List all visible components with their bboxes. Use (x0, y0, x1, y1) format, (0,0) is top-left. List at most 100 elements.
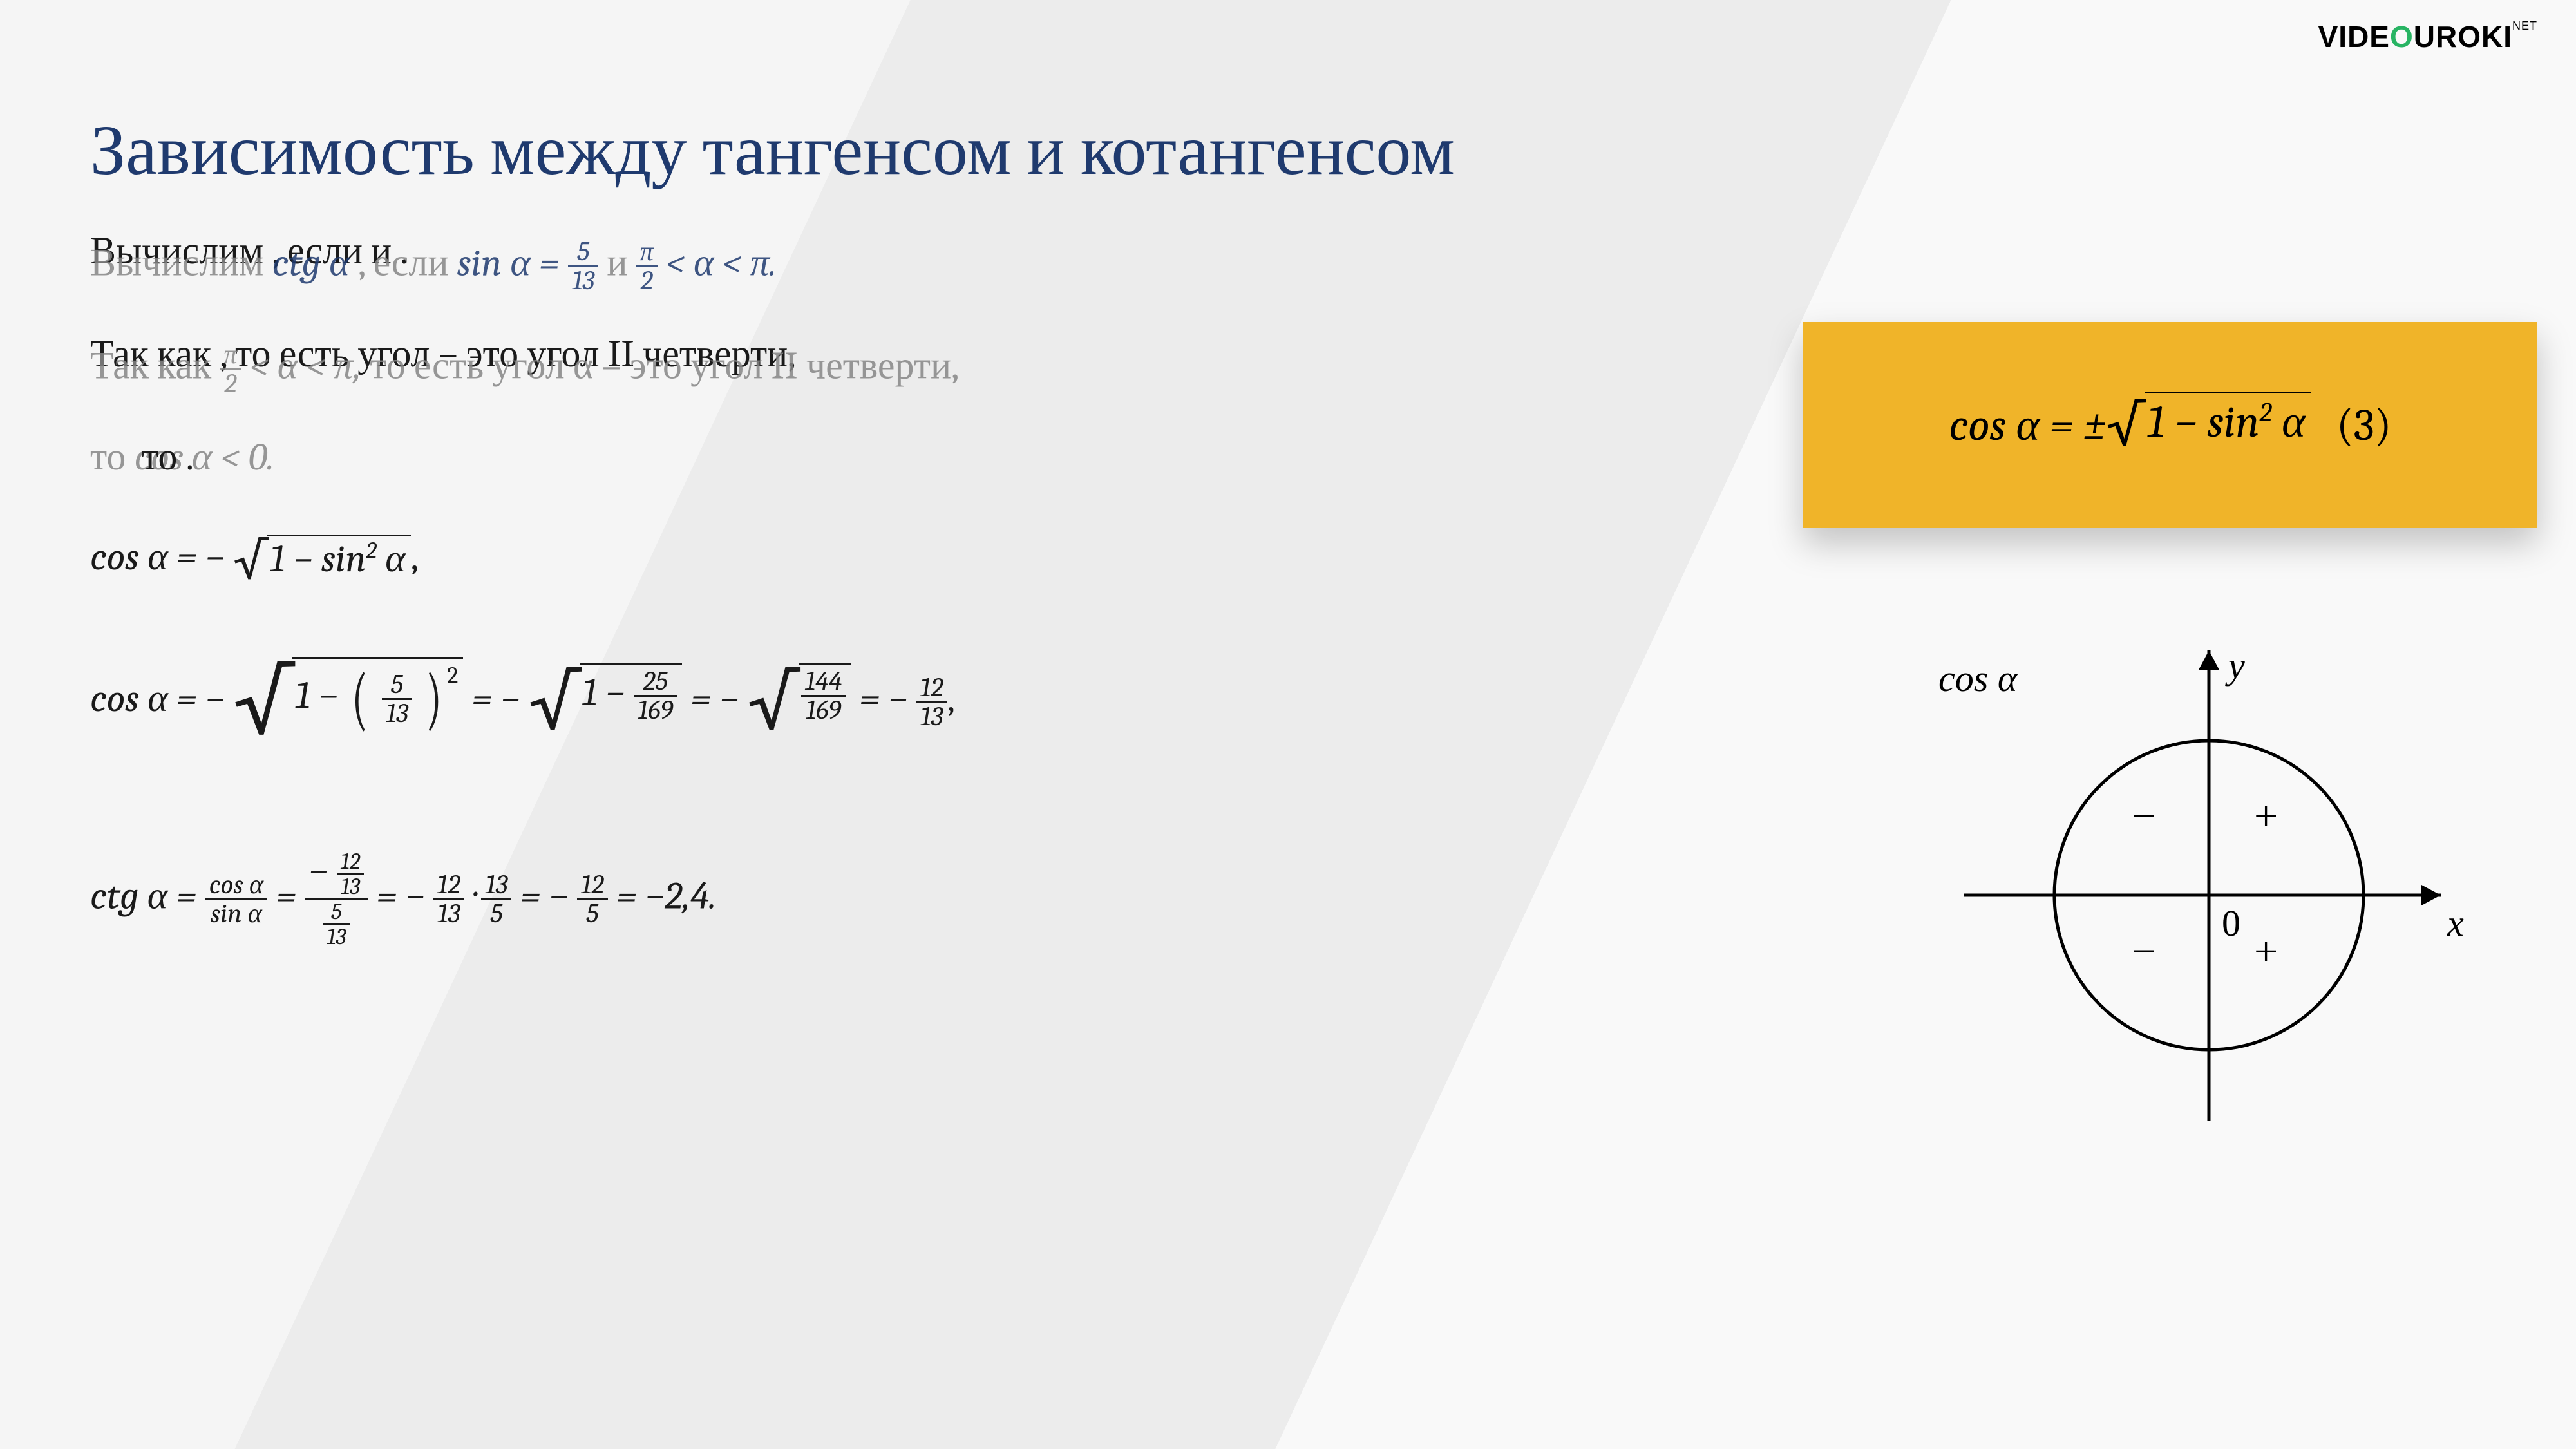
l1-frac513: 5 13 (568, 238, 598, 294)
l3a: то (90, 435, 135, 479)
l5-eq2: = − (690, 676, 739, 721)
sqrt-icon: √ (529, 663, 580, 741)
sqrt-icon: √ (233, 657, 292, 747)
l1-and: и (607, 241, 636, 285)
c-rad: 1 − sin (2147, 396, 2260, 448)
l5-rad3: 144 169 (799, 663, 851, 741)
l5-fr1: 5 13 (382, 671, 412, 727)
line3-front: то . (142, 438, 194, 477)
line5: cos α = − √ 1 − ( 5 13 )2 = − √ 1 − 25 1… (90, 657, 955, 747)
frac-d: 169 (801, 697, 846, 724)
l5-eq3: = − (859, 676, 916, 721)
callout-sqrt: √ 1 − sin2 α (2107, 392, 2311, 459)
l6-eq4: = −2,4. (616, 874, 716, 918)
l4-rad2: α (377, 536, 406, 581)
frac-n: 12 (916, 674, 947, 703)
logo-accent: O (2390, 20, 2414, 53)
diagram-svg (1938, 618, 2467, 1146)
frac-n: 144 (801, 668, 846, 697)
frac-d: 13 (568, 267, 598, 294)
q4-sign: + (2254, 927, 2278, 976)
sqrt-icon: √ (748, 663, 799, 741)
l6-fr5: 12 5 (577, 871, 608, 927)
frac-d: 169 (634, 697, 677, 724)
l6-lhs: ctg α = (90, 874, 205, 918)
l1-fracpi2: π 2 (636, 238, 658, 294)
l4-sqrt: √ 1 − sin2 α (233, 535, 410, 586)
l4-end: , (411, 535, 419, 579)
frac-n: 12 (433, 871, 464, 900)
frac-n: 5 (568, 238, 598, 267)
frac-n: 5 (382, 671, 412, 700)
x-arrow-icon (2421, 885, 2441, 905)
frac-d: 13 (337, 875, 365, 898)
line1-back: Вычислим ctg α , если sin α = 5 13 и π 2… (90, 238, 777, 294)
mini: 5 13 (323, 900, 350, 949)
l1a: Вычислим (90, 241, 272, 285)
l5-eq1: = − (472, 676, 520, 721)
l6-eq2: = − (377, 874, 433, 918)
y-label: y (2228, 644, 2245, 687)
l4-lhs: cos α = − (90, 535, 225, 579)
sqrt-icon: √ (233, 535, 267, 586)
sign: − (308, 849, 328, 893)
l1b: , если (358, 241, 457, 285)
callout-tag: (3) (2336, 399, 2392, 451)
frac-n: 12 (577, 871, 608, 900)
l5-sq: 2 (447, 662, 458, 688)
c-sup: 2 (2259, 397, 2271, 428)
l5a: 1 − (295, 673, 346, 717)
paren-r: ) (426, 664, 442, 734)
brand-logo: VIDEOUROKINET (2318, 19, 2537, 54)
l1-ctg: ctg α (272, 241, 349, 285)
frac-d: 13 (382, 700, 412, 727)
l2a: Так как (90, 344, 220, 388)
frac-n: 12 (337, 850, 365, 875)
l5-fr2: 25 169 (634, 668, 677, 724)
l5-end: , (947, 676, 955, 721)
frac-d: 2 (220, 370, 241, 397)
frac-d: 13 (433, 900, 464, 927)
frac-n: cos α (205, 871, 268, 900)
l5-fr3: 144 169 (801, 668, 846, 724)
logo-sup: NET (2512, 19, 2537, 32)
frac-n: 25 (634, 668, 677, 697)
l5-lhs: cos α = − (90, 676, 225, 721)
l2-fracpi2: π 2 (220, 341, 241, 397)
q1-sign: + (2254, 792, 2278, 841)
l2-ineq: < α < π, (250, 344, 361, 388)
l1-ineq: < α < π. (666, 241, 777, 285)
c-rad2: α (2272, 396, 2306, 448)
line6: ctg α = cos α sin α = − 12 13 5 13 = − 1… (90, 850, 716, 949)
l5-sqrt2: √ 1 − 25 169 (529, 663, 682, 741)
l4-radicand: 1 − sin2 α (267, 535, 411, 586)
callout-lhs: cos α = ± (1949, 399, 2107, 451)
sqrt-icon: √ (2107, 392, 2145, 459)
page-title: Зависимость между тангенсом и котангенсо… (90, 109, 1455, 192)
unit-circle-diagram: cos α y x 0 + − − + (1938, 618, 2467, 1146)
l2b: то есть угол α – это угол II четверти, (370, 344, 959, 388)
y-arrow-icon (2199, 650, 2219, 670)
frac-d: sin α (205, 900, 268, 927)
l5-fr4: 12 13 (916, 674, 947, 730)
l6-fr1: cos α sin α (205, 871, 268, 927)
l6-fr2-d: 5 13 (305, 900, 368, 949)
paren-l: ( (352, 664, 368, 734)
l1-sin: sin α = (457, 241, 560, 285)
l6-dot: · (473, 874, 481, 918)
line4: cos α = − √ 1 − sin2 α , (90, 535, 419, 586)
l5b: 1 − (582, 670, 634, 715)
l6-fr2: − 12 13 5 13 (305, 850, 368, 949)
line2-back: Так как π 2 < α < π, то есть угол α – эт… (90, 341, 959, 397)
x-label: x (2447, 902, 2464, 945)
frac-d: 13 (323, 925, 350, 949)
l4-rad1: 1 − sin (270, 536, 366, 581)
frac-n: 5 (323, 900, 350, 925)
q2-sign: − (2132, 792, 2155, 841)
l5-rad1: 1 − ( 5 13 )2 (292, 657, 463, 747)
l5-rad2: 1 − 25 169 (580, 663, 682, 741)
frac-d: 13 (916, 703, 947, 730)
frac-d: 5 (577, 900, 608, 927)
frac-d: 2 (636, 267, 658, 294)
l6-fr4: 13 5 (481, 871, 511, 927)
